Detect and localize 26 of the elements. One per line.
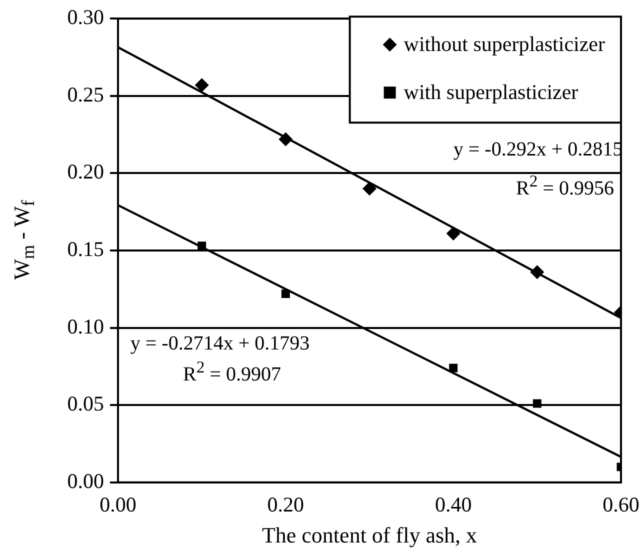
point — [278, 132, 293, 146]
x-tick-label: 0.00 — [100, 492, 136, 517]
y-tick-label: 0.00 — [67, 468, 104, 493]
annotation: R$^{2}$ = 0.9907 — [183, 358, 281, 386]
y-tick-label: 0.05 — [67, 392, 104, 416]
point — [530, 265, 544, 280]
point — [532, 399, 542, 408]
point — [194, 78, 209, 92]
annotation: R$^{2}$ = 0.9956 — [516, 172, 614, 200]
point — [198, 242, 206, 250]
legend-label: with superplasticizer — [404, 80, 578, 104]
annotation: y = -0.2714x + 0.1793 — [130, 332, 310, 356]
point — [446, 226, 460, 240]
y-tick-label: 0.20 — [67, 160, 104, 184]
point — [449, 364, 458, 372]
x-tick-label: 0.60 — [602, 492, 640, 517]
x-tick-label: 0.40 — [434, 492, 472, 517]
y-tick-label: 0.10 — [67, 314, 104, 338]
point — [362, 182, 376, 196]
y-tick-label: 0.15 — [67, 237, 104, 262]
x-tick-label: 0.20 — [267, 492, 304, 517]
x-axis-title: The content of fly ash, x — [262, 522, 478, 548]
legend-label: without superplasticizer — [404, 32, 606, 56]
point — [281, 290, 290, 298]
y-tick-label: 0.30 — [67, 5, 104, 30]
y-tick-label: 0.25 — [67, 82, 104, 106]
